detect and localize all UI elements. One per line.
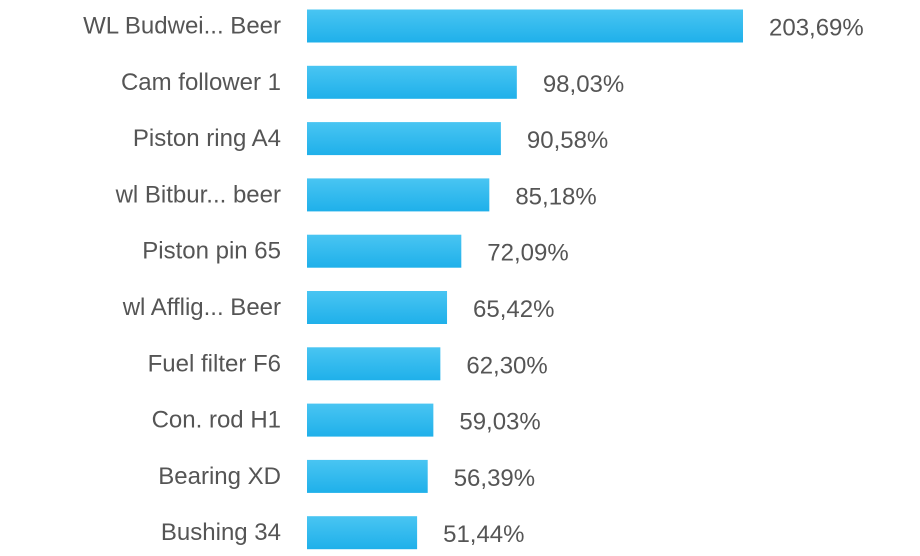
bar [307, 234, 462, 268]
category-label: Cam follower 1 [121, 69, 281, 96]
bars-group: WL Budwei... Beer 203,69% Cam follower 1 98… [83, 9, 864, 550]
value-label: 65,42% [473, 296, 554, 323]
category-label: Piston ring A4 [133, 125, 281, 152]
bar [307, 347, 441, 381]
value-label: 56,39% [454, 465, 535, 492]
value-label: 51,44% [443, 521, 524, 548]
value-label: 59,03% [459, 409, 540, 436]
category-label: Con. rod H1 [152, 407, 281, 434]
bar [307, 516, 418, 550]
category-label: WL Budwei... Beer [83, 13, 281, 40]
value-label: 85,18% [515, 183, 596, 210]
category-label: wl Bitbur... beer [115, 181, 281, 208]
category-label: Bearing XD [158, 463, 281, 490]
bar [307, 291, 448, 324]
category-label: wl Afflig... Beer [122, 294, 281, 321]
value-label: 98,03% [543, 71, 624, 98]
bar [307, 65, 517, 99]
bar [307, 178, 490, 212]
value-label: 72,09% [487, 240, 568, 267]
value-label: 203,69% [769, 15, 864, 42]
category-label: Fuel filter F6 [148, 350, 281, 377]
bar [307, 122, 501, 156]
value-label: 90,58% [527, 127, 608, 154]
value-label: 62,30% [466, 352, 547, 379]
bar [307, 9, 743, 43]
category-label: Piston pin 65 [142, 238, 281, 265]
bar [307, 403, 434, 437]
category-label: Bushing 34 [161, 519, 281, 546]
bar [307, 459, 428, 493]
